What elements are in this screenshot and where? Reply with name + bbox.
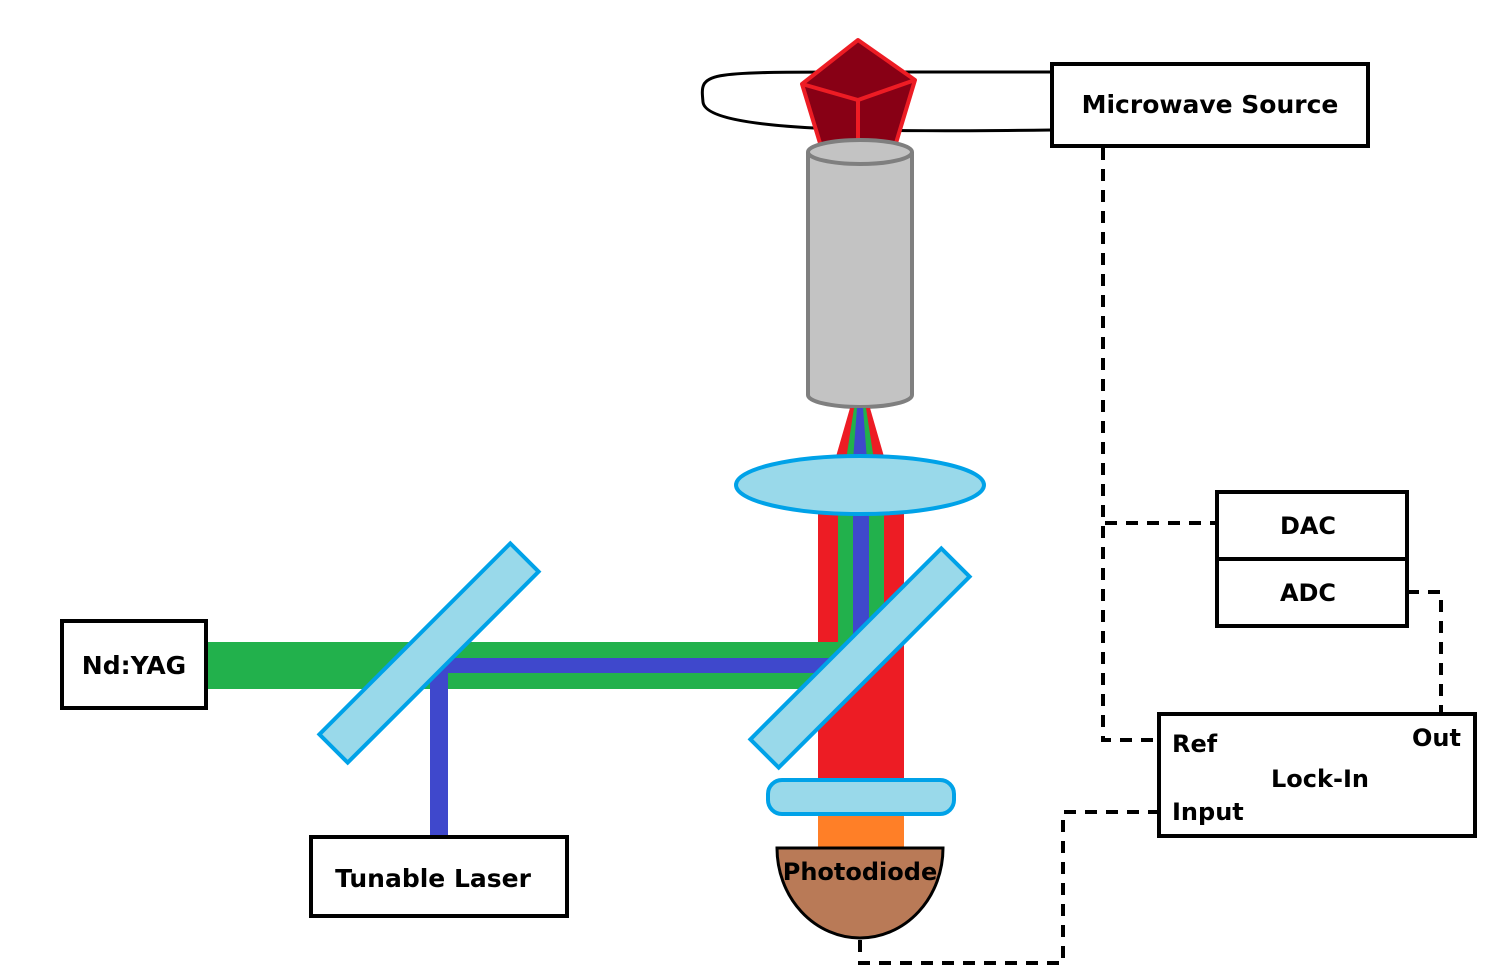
dac-label: DAC (1280, 512, 1336, 540)
out-port-label: Out (1412, 724, 1461, 752)
microwave-source-label: Microwave Source (1082, 90, 1339, 119)
lock-in-box: Lock-In Ref Out Input (1157, 712, 1477, 838)
wire-adc-to-out (1407, 590, 1443, 714)
photodiode: Photodiode (775, 846, 945, 940)
signal-wires (858, 148, 1443, 965)
input-port-label: Input (1172, 798, 1244, 826)
collection-lens (734, 454, 986, 516)
wire-photodiode-to-input (858, 810, 1159, 965)
nd-yag-label: Nd:YAG (82, 651, 186, 680)
wire-microwave-to-ref (1101, 148, 1159, 742)
diamond-sample (800, 38, 917, 155)
microwave-source-box: Microwave Source (1050, 62, 1370, 148)
photodiode-label: Photodiode (783, 858, 937, 886)
nd-yag-box: Nd:YAG (60, 619, 208, 710)
left-beam-splitter (316, 540, 542, 766)
horizontal-beams (205, 642, 845, 838)
ref-port-label: Ref (1172, 730, 1218, 758)
microwave-loop (700, 70, 1053, 133)
lock-in-label: Lock-In (1271, 765, 1369, 793)
dac-adc-box: DAC ADC (1215, 490, 1409, 628)
filter-lens (766, 778, 956, 816)
adc-label: ADC (1280, 579, 1336, 607)
objective-lens (806, 138, 914, 409)
focus-cone (835, 408, 885, 460)
dichroic-mirror (747, 545, 973, 771)
tunable-laser-label: Tunable Laser (335, 864, 532, 893)
tunable-laser-box: Tunable Laser (309, 835, 569, 918)
